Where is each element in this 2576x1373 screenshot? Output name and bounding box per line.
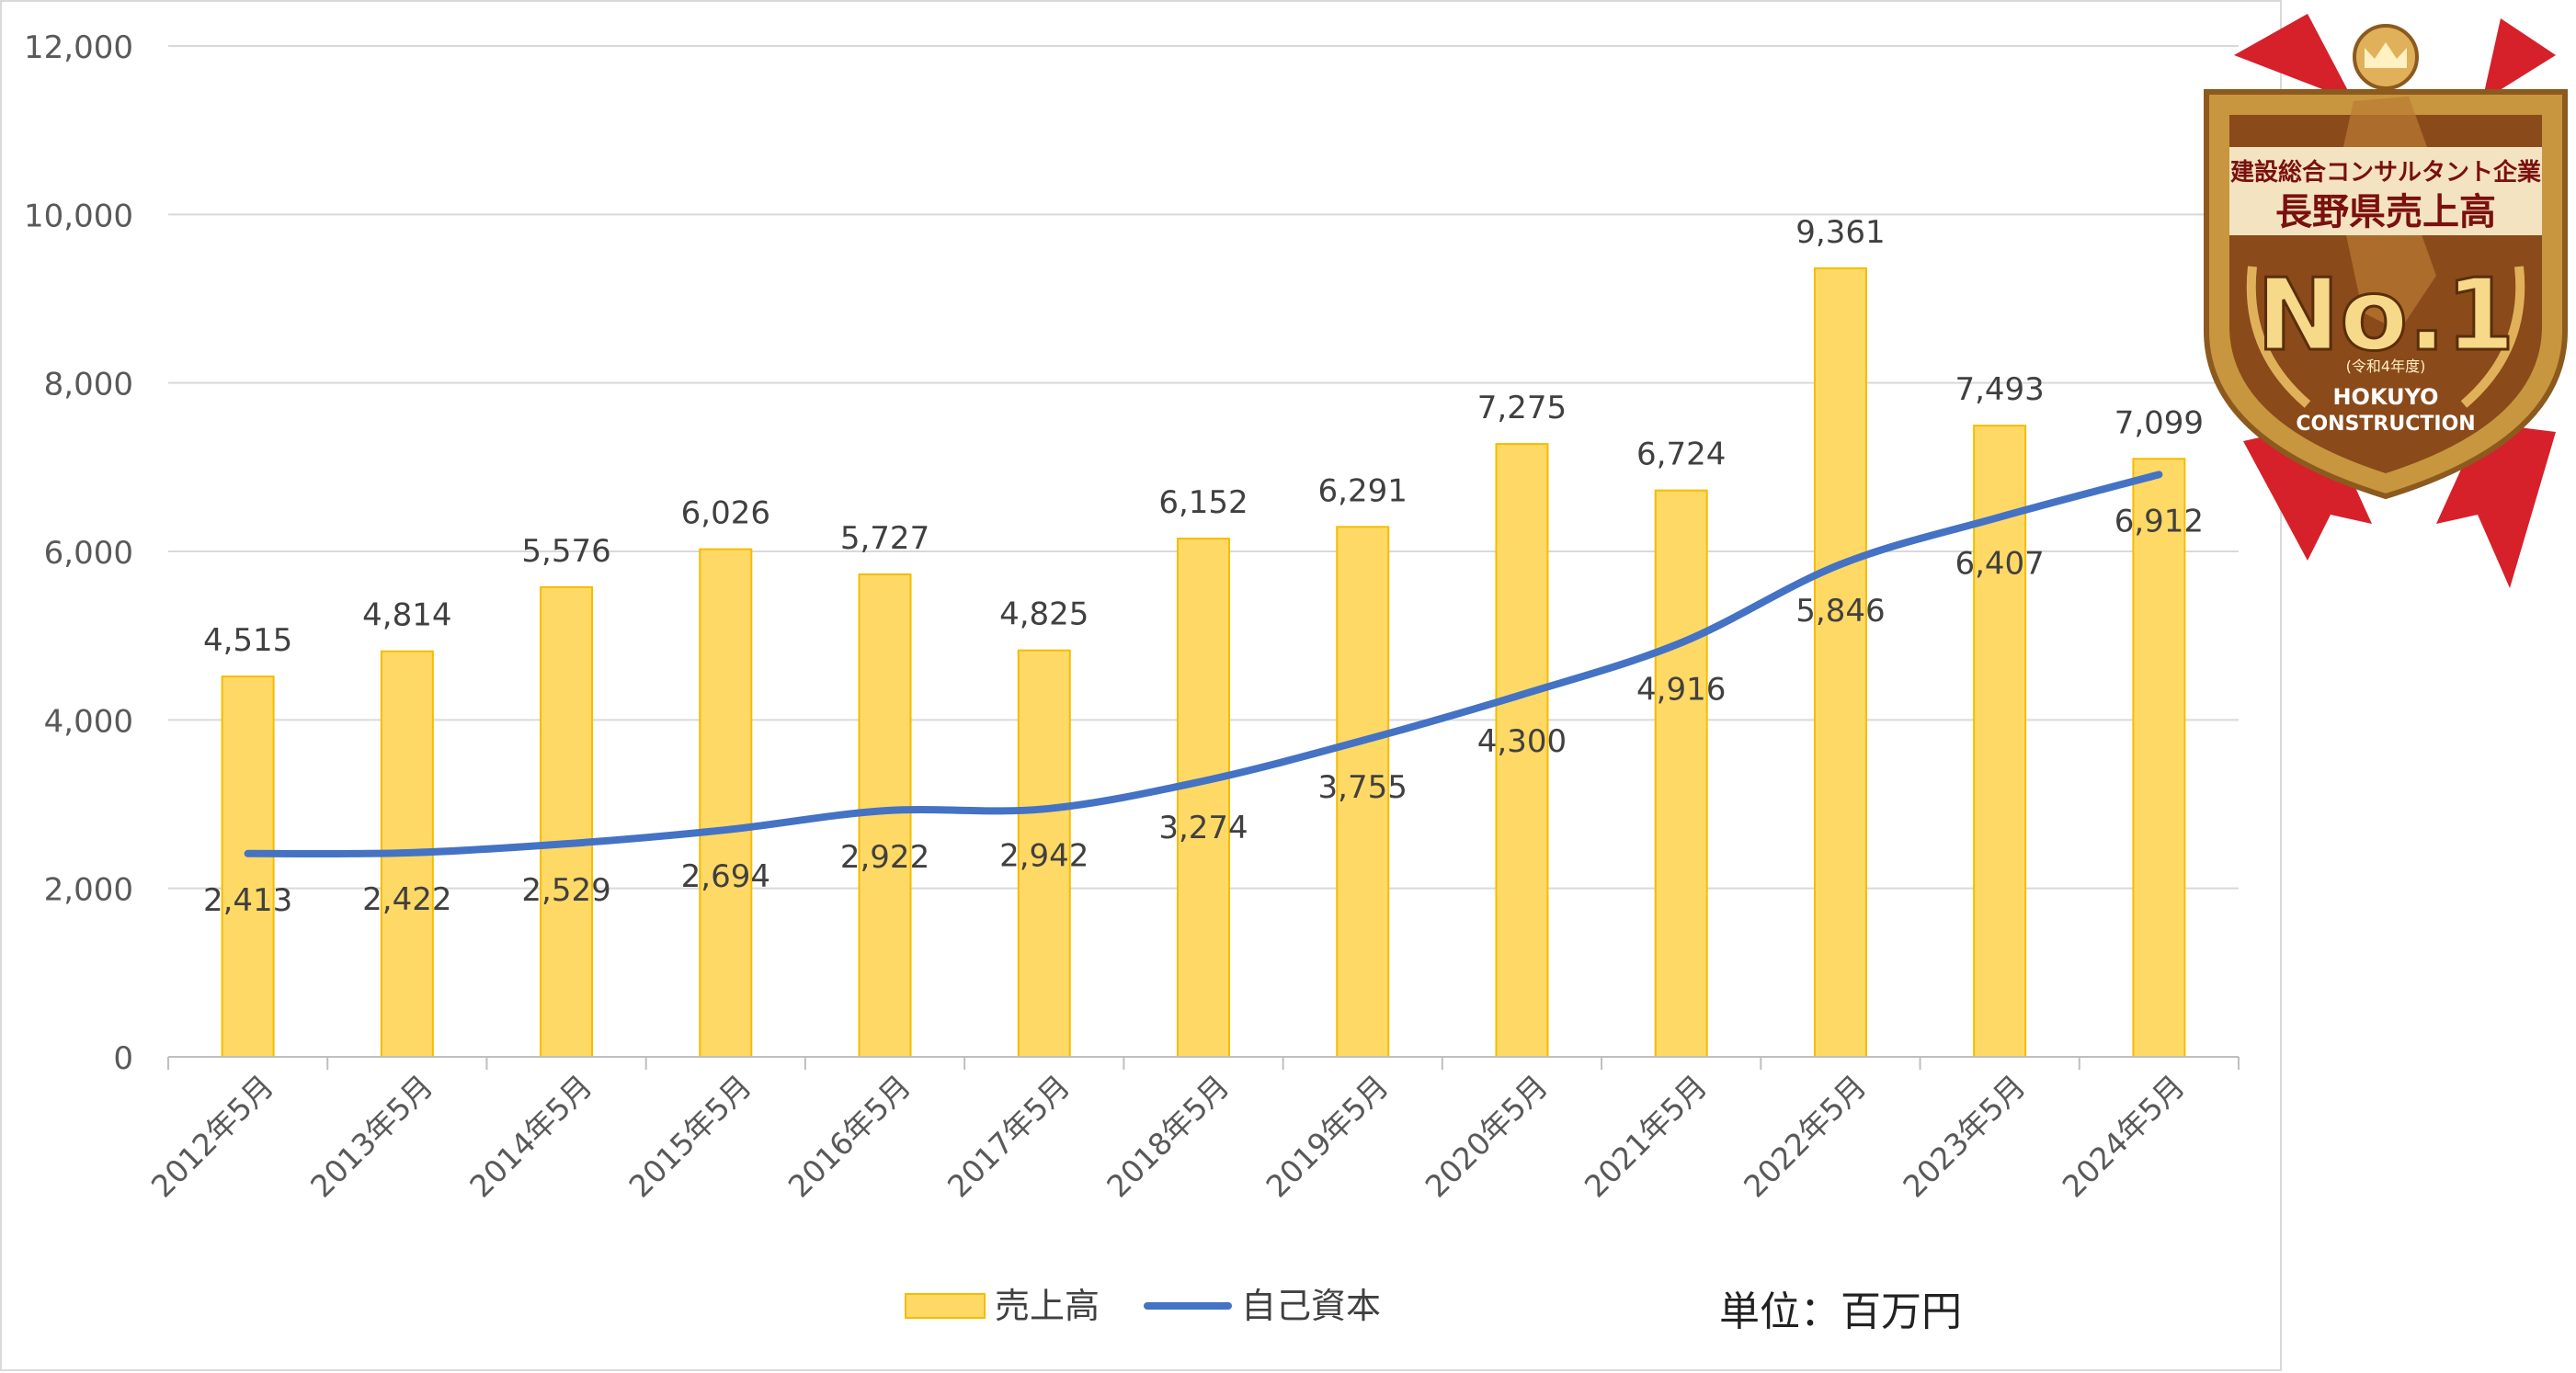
laurel-right-icon <box>2460 266 2525 408</box>
line-point <box>1999 516 2001 518</box>
bar-data-label: 7,275 <box>1477 390 1567 426</box>
bar <box>1017 649 1071 1058</box>
y-tick-label: 12,000 <box>24 29 133 66</box>
line-point <box>405 851 408 854</box>
bar <box>1336 526 1390 1058</box>
line-series <box>244 471 2163 858</box>
line-data-label: 2,529 <box>521 872 610 909</box>
bar-series <box>221 267 2186 1058</box>
line-point <box>724 829 727 832</box>
line-point <box>565 843 568 845</box>
badge-ribbon-left-top <box>2234 14 2354 101</box>
bar-data-label: 5,576 <box>521 533 610 570</box>
bar-data-label: 7,493 <box>1955 371 2044 408</box>
badge-rank: No.1 <box>2257 258 2515 373</box>
bar <box>699 548 753 1058</box>
badge-year: (令和4年度) <box>2346 357 2426 375</box>
line-data-labels: 2,413 2,422 2,529 2,694 2,922 2,942 3,274 3,755… <box>203 503 2204 918</box>
line-point <box>246 852 249 855</box>
bar <box>1654 489 1708 1058</box>
badge-ribbon-right-top <box>2482 18 2556 101</box>
line-data-label: 2,694 <box>681 858 770 895</box>
badge-line1: 建設総合コンサルタント企業 <box>2230 158 2541 187</box>
line-point <box>1839 563 1841 566</box>
bar <box>1177 538 1230 1058</box>
bar-data-label: 9,361 <box>1795 214 1885 251</box>
bar-data-label: 4,515 <box>203 622 292 659</box>
bar-data-label: 4,825 <box>999 596 1089 633</box>
bar-data-label: 6,026 <box>681 495 770 532</box>
badge-company2: CONSTRUCTION <box>2296 413 2475 436</box>
line-data-label: 6,407 <box>1955 546 2044 583</box>
bar <box>1813 267 1867 1058</box>
y-axis-labels: 0 2,000 4,000 6,000 8,000 10,000 12,000 <box>24 29 133 1077</box>
line-data-label: 2,922 <box>840 839 929 876</box>
bar-data-label: 5,727 <box>840 520 929 557</box>
line-point <box>1203 779 1204 782</box>
line-data-label: 3,755 <box>1318 769 1408 806</box>
bar-data-label: 4,814 <box>362 597 451 634</box>
y-tick-label: 4,000 <box>44 703 133 740</box>
y-tick-label: 2,000 <box>44 872 133 909</box>
bar-data-labels: 4,515 4,814 5,576 6,026 5,727 4,825 6,152 6,291… <box>203 214 2204 659</box>
y-tick-label: 0 <box>113 1040 133 1077</box>
line-data-label: 4,916 <box>1636 671 1726 708</box>
line-data-label: 6,912 <box>2114 503 2204 539</box>
bar-data-label: 6,291 <box>1318 472 1408 509</box>
line-point <box>883 810 886 812</box>
line-data-label: 2,942 <box>999 837 1089 874</box>
legend-label-equity: 自己資本 <box>1241 1286 1381 1326</box>
badge-line2: 長野県売上高 <box>2275 191 2496 233</box>
gridlines <box>168 45 2239 890</box>
legend-swatch-bar <box>905 1293 986 1319</box>
line-point <box>1521 693 1523 696</box>
line-point <box>1043 808 1045 811</box>
bar-data-label: 6,152 <box>1158 484 1248 521</box>
line-data-label: 5,846 <box>1795 593 1885 630</box>
bar <box>1973 425 2027 1058</box>
y-tick-label: 10,000 <box>24 198 133 234</box>
line-point <box>2158 473 2160 476</box>
badge-text-band <box>2229 147 2542 235</box>
badge-company1: HOKUYO <box>2332 384 2438 410</box>
line-data-label: 3,274 <box>1158 810 1248 846</box>
award-badge: 建設総合コンサルタント企業 長野県売上高 No.1 (令和4年度) HOKUYO… <box>2204 14 2568 588</box>
legend: 売上高 自己資本 <box>905 1286 1381 1326</box>
bar <box>221 675 275 1058</box>
line-data-label: 2,413 <box>203 882 292 919</box>
bar-data-label: 7,099 <box>2114 404 2204 441</box>
legend-label-sales: 売上高 <box>995 1286 1100 1326</box>
line-point <box>1680 641 1682 644</box>
unit-note: 単位：百万円 <box>1719 1288 1962 1335</box>
line-point <box>1362 739 1364 742</box>
bar <box>1495 443 1549 1058</box>
bar <box>540 585 594 1058</box>
y-tick-label: 6,000 <box>44 535 133 572</box>
line-data-label: 2,422 <box>362 881 451 918</box>
crown-icon <box>2365 42 2407 68</box>
y-tick-label: 8,000 <box>44 367 133 403</box>
bar-data-label: 6,724 <box>1636 437 1726 473</box>
laurel-left-icon <box>2246 266 2311 408</box>
x-axis <box>167 1056 2240 1070</box>
bar <box>2132 458 2186 1058</box>
line-data-label: 4,300 <box>1477 723 1567 760</box>
